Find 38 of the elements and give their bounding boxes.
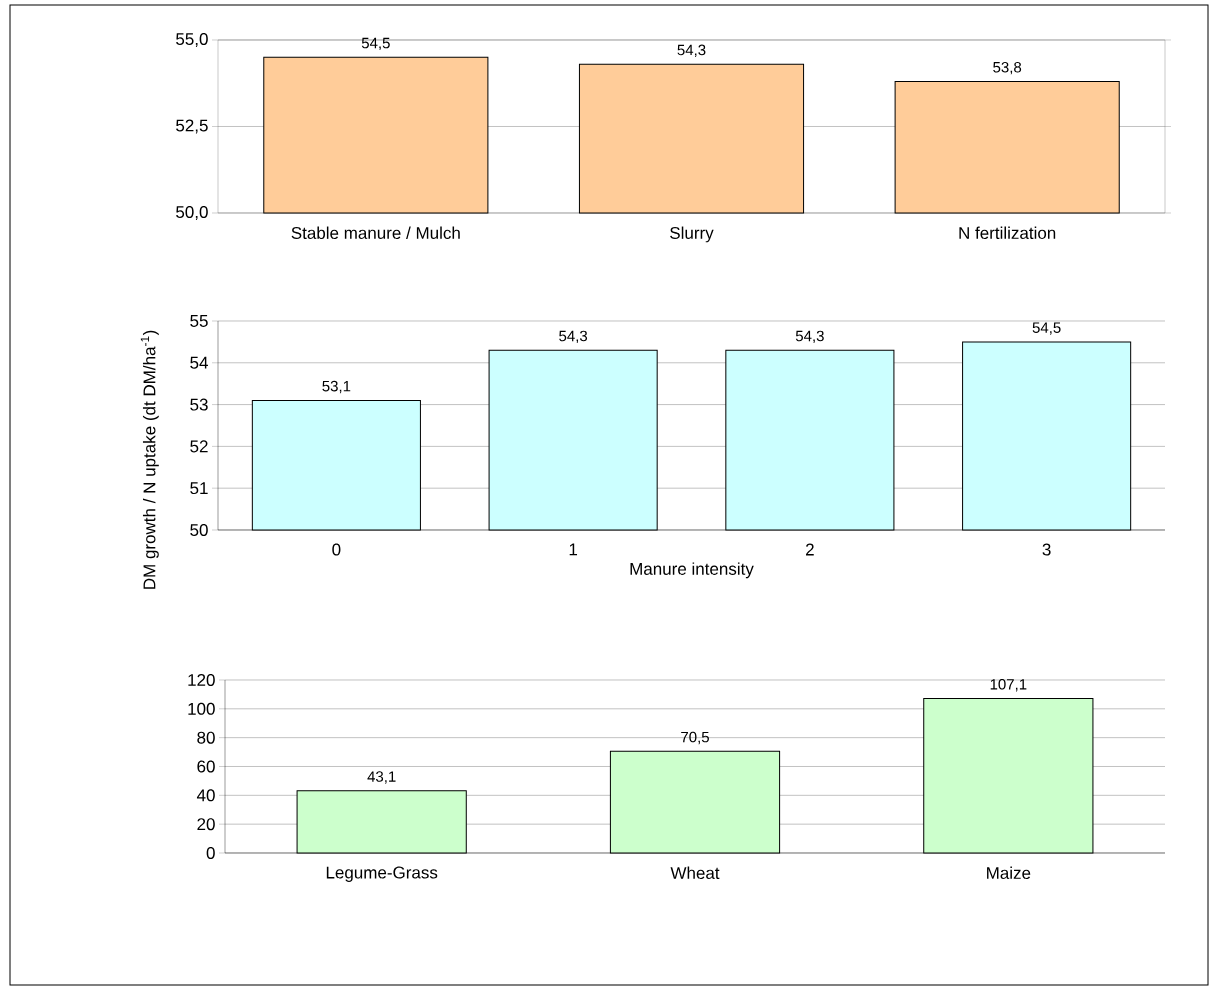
x-tick-label: 2 — [806, 543, 814, 556]
y-tick-label: 0 — [206, 846, 215, 860]
x-tick-label: Stable manure / Mulch — [291, 226, 460, 240]
data-label: 70,5 — [681, 731, 709, 745]
x-tick-label: 3 — [1042, 543, 1051, 556]
y-tick-label: 40 — [196, 789, 215, 802]
y-tick-label: 20 — [197, 818, 215, 831]
x-tick-label: 0 — [332, 543, 341, 556]
x-tick-label: Wheat — [670, 866, 720, 880]
y-tick-label: 55,0 — [176, 32, 208, 48]
data-label: 54,3 — [677, 44, 706, 58]
data-label: 54,3 — [795, 330, 824, 344]
y-tick-label: 52 — [190, 440, 208, 453]
y-tick-label: 54 — [190, 356, 208, 369]
y-tick-label: 52,5 — [176, 119, 208, 134]
y-tick-label: 55 — [190, 315, 208, 327]
y-tick-label: 50 — [190, 523, 208, 537]
y-tick-label: 53 — [190, 398, 208, 411]
x-tick-label: 1 — [569, 543, 578, 556]
y-axis-title: DM growth / N uptake (dt DM/ha$^{-1}$) — [140, 330, 159, 589]
y-tick-label: 100 — [188, 702, 215, 715]
data-label: 54,5 — [1032, 322, 1061, 335]
y-tick-label: 80 — [197, 731, 215, 744]
x-tick-label: N fertilization — [959, 226, 1056, 240]
x-axis-title: Manure intensity — [630, 562, 754, 579]
y-tick-label: 50,0 — [176, 205, 208, 221]
data-label: 53,1 — [322, 380, 351, 394]
x-tick-label: Maize — [987, 866, 1031, 880]
y-tick-label: 120 — [188, 673, 215, 687]
data-label: 54,5 — [361, 37, 390, 51]
y-tick-label: 60 — [197, 760, 215, 773]
x-tick-label: Slurry — [670, 226, 714, 243]
data-label: 53,8 — [993, 61, 1022, 75]
x-tick-label: Legume-Grass — [326, 866, 438, 882]
data-label: 54,3 — [559, 330, 588, 344]
y-tick-label: 51 — [190, 482, 208, 495]
data-label: 43,1 — [367, 771, 396, 784]
data-label: 107,1 — [990, 678, 1027, 692]
